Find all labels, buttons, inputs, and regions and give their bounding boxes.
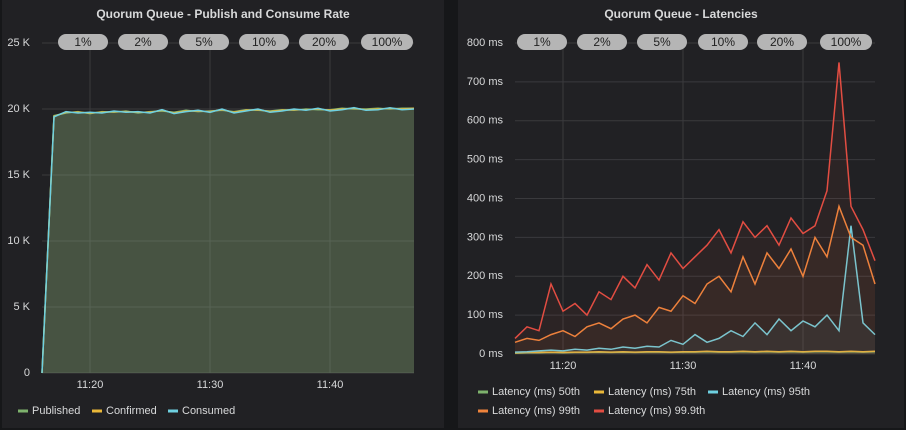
y-tick-label: 200 ms	[467, 270, 504, 282]
x-tick-label: 11:20	[77, 379, 104, 391]
y-tick-label: 100 ms	[467, 309, 504, 321]
button-label[interactable]: 2%	[593, 35, 611, 49]
series-area	[515, 206, 875, 354]
legend-swatch	[92, 409, 102, 413]
range-button[interactable]: 20%	[757, 34, 807, 50]
y-tick-label: 0 ms	[479, 348, 503, 360]
y-tick-label: 15 K	[7, 169, 30, 181]
legend-label[interactable]: Latency (ms) 99.9th	[608, 405, 705, 417]
button-bg	[239, 34, 289, 50]
button-label[interactable]: 5%	[195, 35, 213, 49]
x-tick-label: 11:30	[197, 379, 224, 391]
button-bg	[820, 34, 872, 50]
range-button[interactable]: 100%	[820, 34, 872, 50]
y-tick-label: 20 K	[7, 103, 30, 115]
series-area	[42, 107, 414, 373]
button-label[interactable]: 1%	[533, 35, 551, 49]
legend-swatch	[18, 409, 28, 413]
range-button[interactable]: 5%	[179, 34, 229, 50]
range-button[interactable]: 1%	[58, 34, 108, 50]
y-tick-label: 5 K	[13, 301, 30, 313]
legend-swatch	[594, 390, 604, 394]
legend-label[interactable]: Latency (ms) 99th	[492, 405, 580, 417]
series-line	[514, 62, 876, 339]
button-label[interactable]: 5%	[653, 35, 671, 49]
button-bg	[118, 34, 168, 50]
panel-title: Quorum Queue - Publish and Consume Rate	[96, 7, 350, 21]
button-label[interactable]: 1%	[74, 35, 92, 49]
series-line	[41, 106, 415, 374]
range-button[interactable]: 2%	[577, 34, 627, 50]
x-tick-label: 11:40	[790, 360, 817, 372]
series-line	[514, 350, 876, 354]
button-label[interactable]: 20%	[770, 35, 794, 49]
legend-swatch	[478, 390, 488, 394]
y-tick-label: 400 ms	[467, 192, 504, 204]
y-tick-label: 700 ms	[467, 76, 504, 88]
series-area	[515, 225, 875, 354]
series-area	[515, 62, 875, 355]
legend-label[interactable]: Consumed	[182, 405, 235, 417]
y-tick-label: 300 ms	[467, 231, 504, 243]
button-bg	[179, 34, 229, 50]
y-tick-label: 25 K	[7, 37, 30, 49]
y-tick-label: 600 ms	[467, 115, 504, 127]
x-tick-label: 11:20	[550, 360, 577, 372]
button-bg	[58, 34, 108, 50]
button-bg	[637, 34, 687, 50]
y-tick-label: 500 ms	[467, 154, 504, 166]
panel	[2, 0, 444, 428]
series-line	[514, 225, 876, 353]
series-line	[514, 203, 876, 344]
series-area	[42, 108, 414, 374]
range-button[interactable]: 2%	[118, 34, 168, 50]
y-tick-label: 800 ms	[467, 37, 504, 49]
range-button[interactable]: 20%	[299, 34, 349, 50]
x-tick-label: 11:30	[670, 360, 697, 372]
button-label[interactable]: 10%	[711, 35, 735, 49]
range-button[interactable]: 5%	[637, 34, 687, 50]
button-bg	[517, 34, 567, 50]
button-bg	[577, 34, 627, 50]
series-area	[42, 108, 414, 374]
legend-label[interactable]: Confirmed	[106, 405, 157, 417]
button-bg	[698, 34, 748, 50]
range-button[interactable]: 10%	[239, 34, 289, 50]
range-button[interactable]: 10%	[698, 34, 748, 50]
range-button[interactable]: 1%	[517, 34, 567, 50]
legend-label[interactable]: Published	[32, 405, 80, 417]
legend-swatch	[168, 409, 178, 413]
legend-swatch	[594, 409, 604, 413]
button-label[interactable]: 100%	[831, 35, 862, 49]
button-bg	[299, 34, 349, 50]
panel	[458, 0, 904, 428]
x-tick-label: 11:40	[317, 379, 344, 391]
button-bg	[361, 34, 413, 50]
legend-label[interactable]: Latency (ms) 50th	[492, 386, 580, 398]
legend-swatch	[708, 390, 718, 394]
button-label[interactable]: 20%	[312, 35, 336, 49]
y-tick-label: 10 K	[7, 235, 30, 247]
legend-label[interactable]: Latency (ms) 75th	[608, 386, 696, 398]
button-label[interactable]: 2%	[134, 35, 152, 49]
range-button[interactable]: 100%	[361, 34, 413, 50]
y-tick-label: 0	[24, 367, 30, 379]
button-bg	[757, 34, 807, 50]
legend-swatch	[478, 409, 488, 413]
button-label[interactable]: 10%	[252, 35, 276, 49]
panel-title: Quorum Queue - Latencies	[604, 7, 758, 21]
legend-label[interactable]: Latency (ms) 95th	[722, 386, 810, 398]
button-label[interactable]: 100%	[372, 35, 403, 49]
